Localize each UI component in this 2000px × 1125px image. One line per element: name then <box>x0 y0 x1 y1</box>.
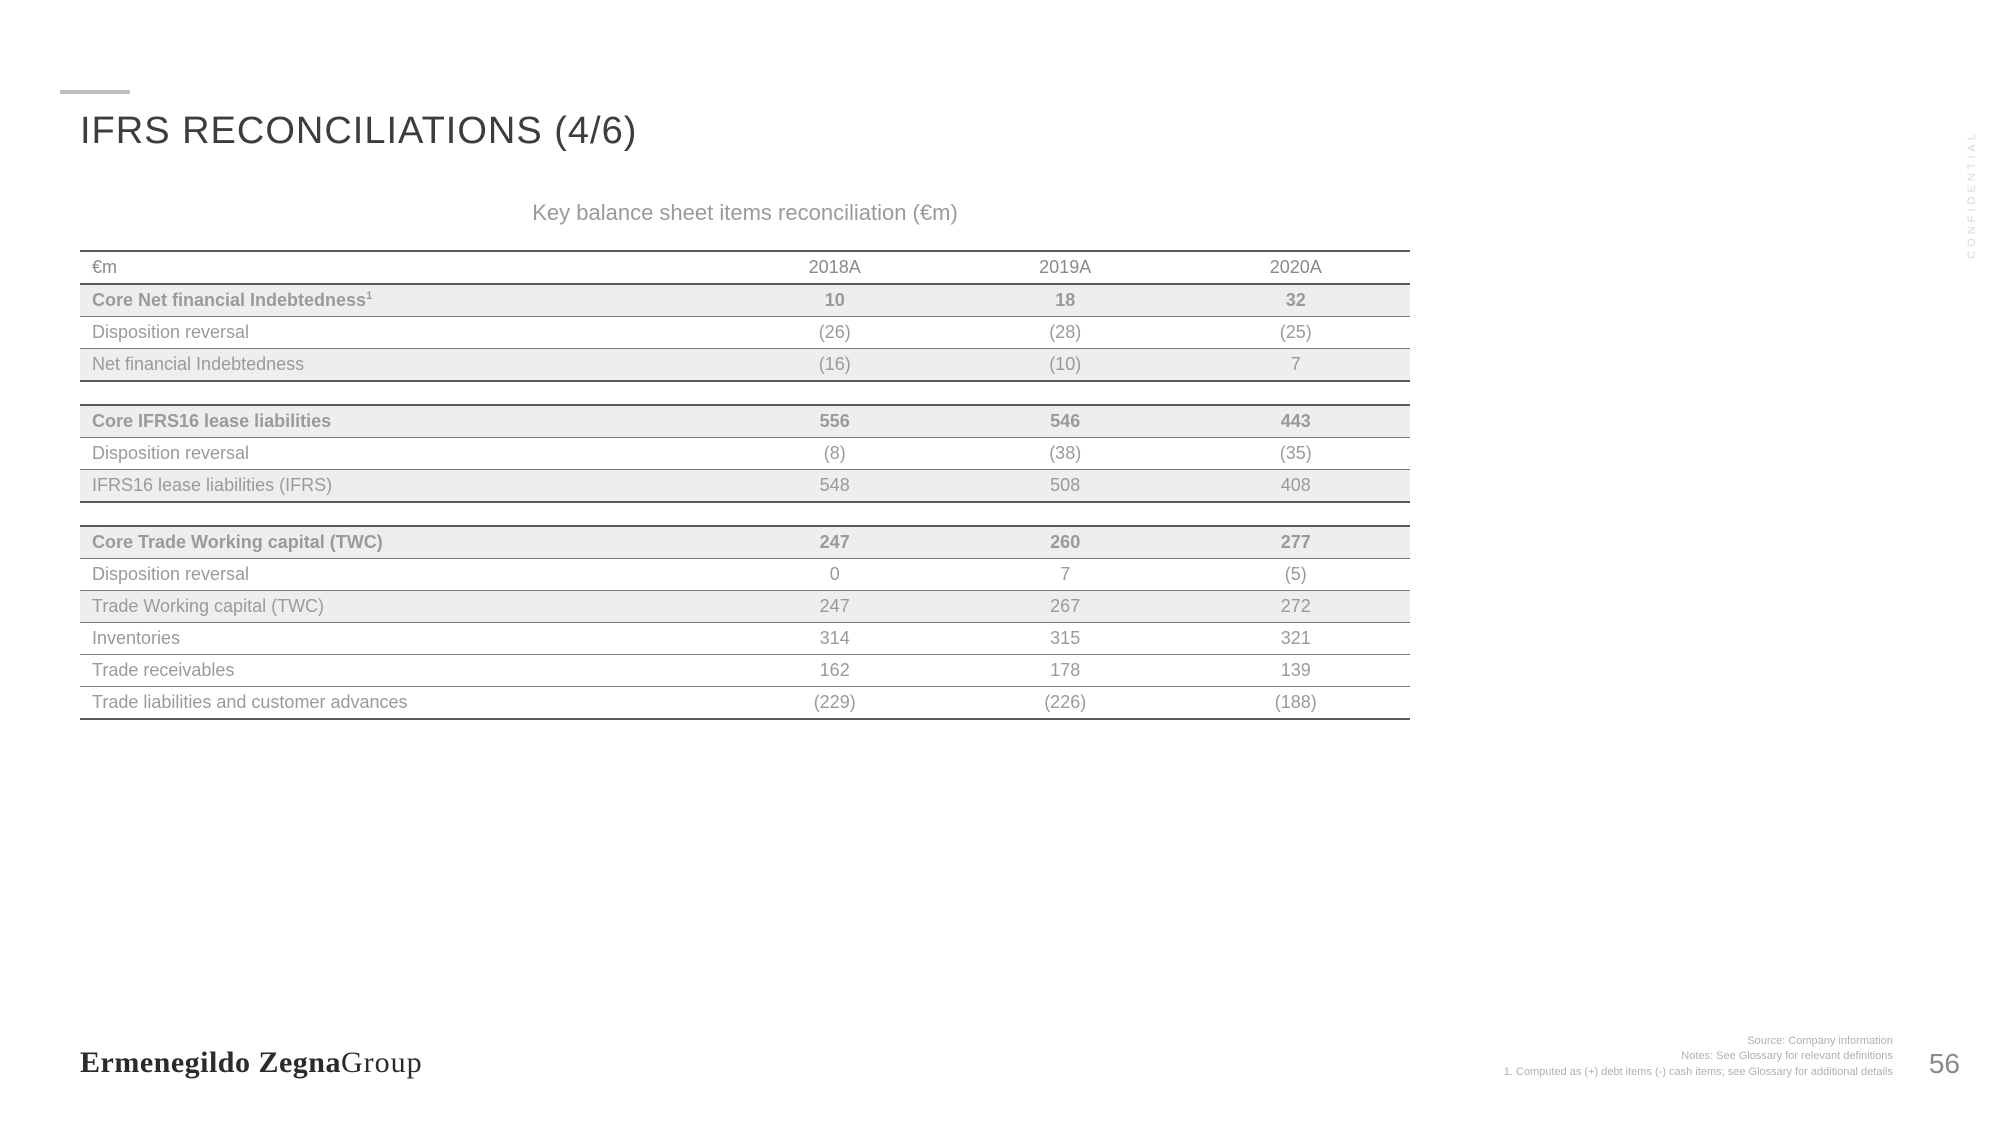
table-cell-value: (188) <box>1179 687 1410 720</box>
table-cell-value: 260 <box>949 526 1180 559</box>
table-cell-label: Trade Working capital (TWC) <box>80 591 718 623</box>
table-cell-value: 508 <box>949 470 1180 503</box>
reconciliation-table: €m2018A2019A2020A Core Net financial Inde… <box>80 250 1410 720</box>
table-cell-label: Trade receivables <box>80 655 718 687</box>
table-cell-value: 272 <box>1179 591 1410 623</box>
table-cell-value: (28) <box>949 317 1180 349</box>
table-cell-value: 178 <box>949 655 1180 687</box>
table-cell-value: 10 <box>718 284 949 317</box>
table-cell-label: IFRS16 lease liabilities (IFRS) <box>80 470 718 503</box>
table-cell-value: 548 <box>718 470 949 503</box>
table-cell-value: (5) <box>1179 559 1410 591</box>
table-cell-value: (26) <box>718 317 949 349</box>
table-cell-value: 32 <box>1179 284 1410 317</box>
table-cell-label: Disposition reversal <box>80 438 718 470</box>
table-cell-label: Core Net financial Indebtedness1 <box>80 284 718 317</box>
table-cell-value: 277 <box>1179 526 1410 559</box>
table-cell-value: (16) <box>718 349 949 382</box>
brand-name: Ermenegildo Zegna <box>80 1046 341 1079</box>
spacer <box>80 381 1410 405</box>
table-cell-value: 546 <box>949 405 1180 438</box>
table-cell-value: (8) <box>718 438 949 470</box>
table-cell-value: 247 <box>718 591 949 623</box>
brand-logo: Ermenegildo ZegnaGroup <box>80 1046 423 1080</box>
table-cell-value: (10) <box>949 349 1180 382</box>
footnote-notes: Notes: See Glossary for relevant definit… <box>1504 1049 1893 1064</box>
table-cell-label: Trade liabilities and customer advances <box>80 687 718 720</box>
table-cell-value: (229) <box>718 687 949 720</box>
table-cell-value: (25) <box>1179 317 1410 349</box>
footnote-1: 1. Computed as (+) debt items (-) cash i… <box>1504 1065 1893 1080</box>
table-cell-value: 315 <box>949 623 1180 655</box>
table-cell-value: 267 <box>949 591 1180 623</box>
table-cell-value: 556 <box>718 405 949 438</box>
table-cell-value: 443 <box>1179 405 1410 438</box>
footnotes: Source: Company information Notes: See G… <box>1504 1034 1893 1080</box>
table-cell-value: 2020A <box>1179 251 1410 284</box>
table-cell-value: 247 <box>718 526 949 559</box>
page-number: 56 <box>1929 1048 1960 1080</box>
table-cell-value: 18 <box>949 284 1180 317</box>
table-cell-value: 7 <box>1179 349 1410 382</box>
table-cell-value: 139 <box>1179 655 1410 687</box>
table-cell-label: €m <box>80 251 718 284</box>
table-cell-value: 408 <box>1179 470 1410 503</box>
footnote-source: Source: Company information <box>1504 1034 1893 1049</box>
table-subtitle: Key balance sheet items reconciliation (… <box>80 200 1410 226</box>
footer: Ermenegildo ZegnaGroup Source: Company i… <box>80 1034 1960 1080</box>
table-cell-value: 321 <box>1179 623 1410 655</box>
table-cell-label: Inventories <box>80 623 718 655</box>
brand-suffix: Group <box>341 1046 423 1079</box>
table-cell-value: (38) <box>949 438 1180 470</box>
table-cell-value: 2018A <box>718 251 949 284</box>
table-cell-label: Core Trade Working capital (TWC) <box>80 526 718 559</box>
table-cell-value: (35) <box>1179 438 1410 470</box>
table-cell-label: Core IFRS16 lease liabilities <box>80 405 718 438</box>
accent-bar <box>60 90 130 94</box>
table-cell-label: Net financial Indebtedness <box>80 349 718 382</box>
table-cell-value: 7 <box>949 559 1180 591</box>
table-cell-value: 0 <box>718 559 949 591</box>
spacer <box>80 502 1410 526</box>
table-cell-value: 314 <box>718 623 949 655</box>
table-cell-value: 2019A <box>949 251 1180 284</box>
table-cell-value: 162 <box>718 655 949 687</box>
page-title: IFRS RECONCILIATIONS (4/6) <box>80 110 637 153</box>
table-cell-value: (226) <box>949 687 1180 720</box>
confidential-watermark: CONFIDENTIAL <box>1966 130 1978 259</box>
table-cell-label: Disposition reversal <box>80 317 718 349</box>
table-cell-label: Disposition reversal <box>80 559 718 591</box>
